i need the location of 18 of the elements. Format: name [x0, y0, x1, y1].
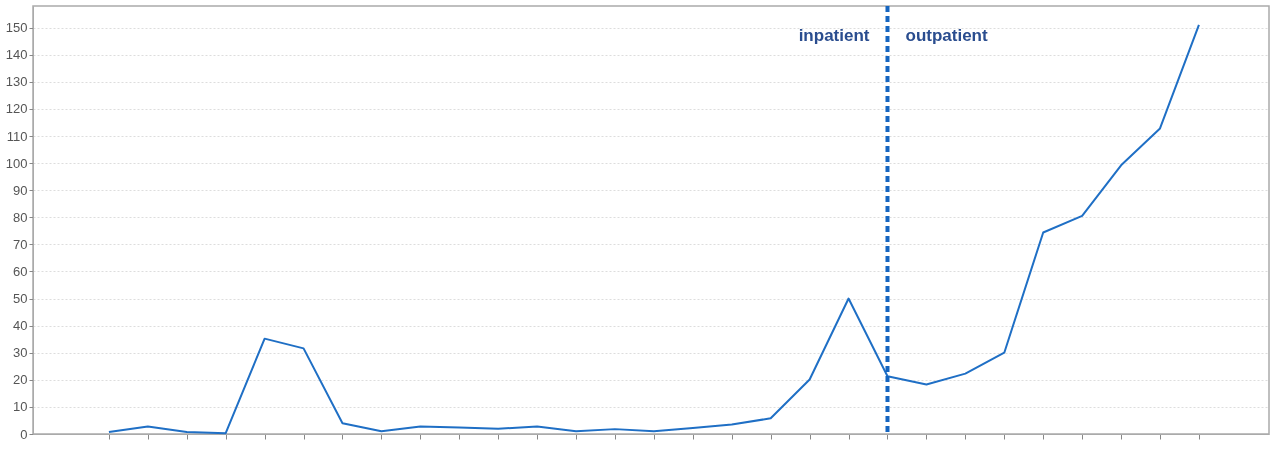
y-tick-label: 90	[13, 182, 28, 198]
y-tick-label: 50	[13, 291, 28, 307]
y-tick-label: 40	[13, 318, 28, 334]
y-tick-label: 30	[13, 345, 28, 361]
y-tick-label: 60	[13, 263, 28, 279]
annotation: inpatient	[798, 26, 870, 45]
y-tick-label: 100	[5, 155, 28, 171]
y-tick-label: 70	[13, 236, 28, 252]
annotation: outpatient	[905, 26, 988, 45]
y-tick-label: 120	[5, 101, 28, 117]
y-tick-label: 0	[20, 426, 28, 442]
y-tick-label: 20	[13, 372, 28, 388]
y-tick-label: 10	[13, 399, 28, 415]
y-tick-label: 130	[5, 74, 28, 90]
y-tick-label: 110	[6, 128, 28, 144]
y-tick-label: 150	[5, 20, 28, 36]
y-tick-label: 80	[13, 209, 28, 225]
y-tick-label: 140	[5, 47, 28, 63]
